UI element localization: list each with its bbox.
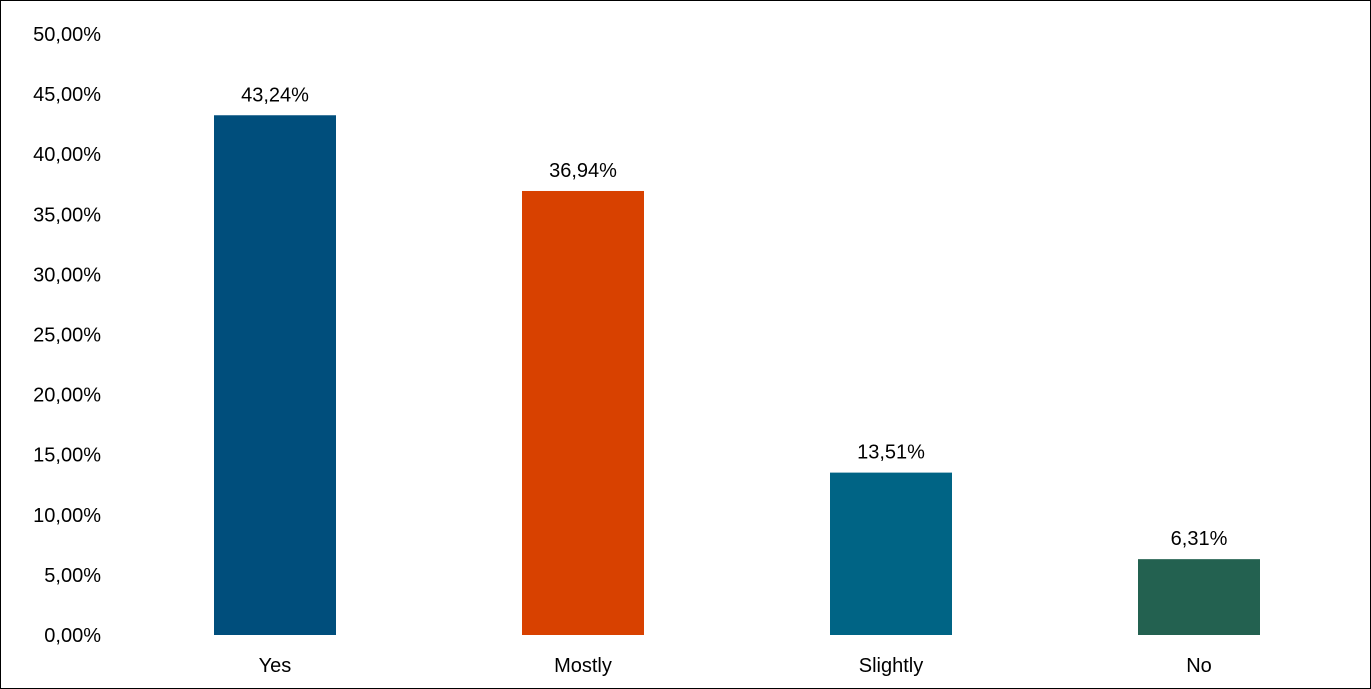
y-tick-label: 25,00% [33,325,101,347]
x-tick-label-slightly: Slightly [859,655,923,677]
y-axis: 0,00% 5,00% 10,00% 15,00% 20,00% 25,00% 30,00%… [33,24,101,647]
bar-slightly [830,472,952,635]
data-label-no: 6,31% [1171,528,1228,550]
bar-yes [214,115,336,636]
x-axis: Yes Mostly Slightly No [259,655,1212,677]
bars [214,115,1260,636]
y-tick-label: 20,00% [33,385,101,407]
x-tick-label-mostly: Mostly [554,655,612,677]
y-tick-label: 35,00% [33,204,101,226]
y-tick-label: 50,00% [33,24,101,46]
y-tick-label: 40,00% [33,144,101,166]
data-label-mostly: 36,94% [549,160,617,182]
y-tick-label: 5,00% [44,565,101,587]
bar-mostly [522,190,644,635]
bar-no [1138,559,1260,635]
data-labels: 43,24% 36,94% 13,51% 6,31% [241,84,1227,550]
y-tick-label: 45,00% [33,84,101,106]
y-tick-label: 0,00% [44,625,101,647]
y-tick-label: 10,00% [33,505,101,527]
y-tick-label: 15,00% [33,445,101,467]
x-tick-label-yes: Yes [259,655,292,677]
data-label-slightly: 13,51% [857,442,925,464]
x-tick-label-no: No [1186,655,1212,677]
data-label-yes: 43,24% [241,84,309,106]
y-tick-label: 30,00% [33,264,101,286]
